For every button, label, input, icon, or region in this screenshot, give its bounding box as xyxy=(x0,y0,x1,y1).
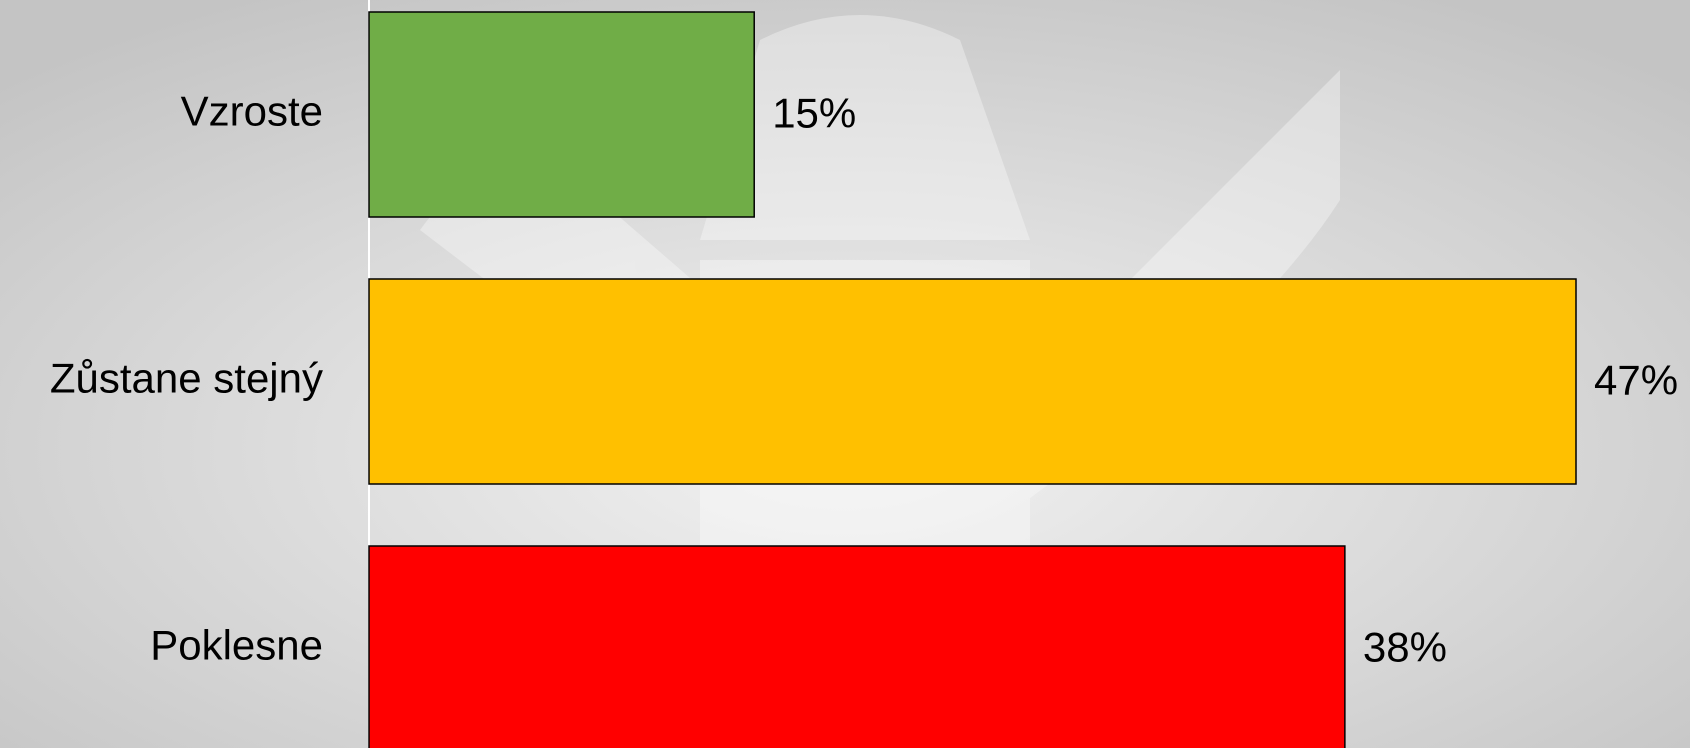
category-label: Vzroste xyxy=(181,88,323,135)
value-label: 38% xyxy=(1363,624,1447,671)
category-label: Poklesne xyxy=(150,622,323,669)
value-label: 47% xyxy=(1594,357,1678,404)
category-label: Zůstane stejný xyxy=(50,355,323,402)
bar xyxy=(368,545,1346,748)
bar xyxy=(368,11,755,218)
bar xyxy=(368,278,1577,485)
value-label: 15% xyxy=(772,90,856,137)
